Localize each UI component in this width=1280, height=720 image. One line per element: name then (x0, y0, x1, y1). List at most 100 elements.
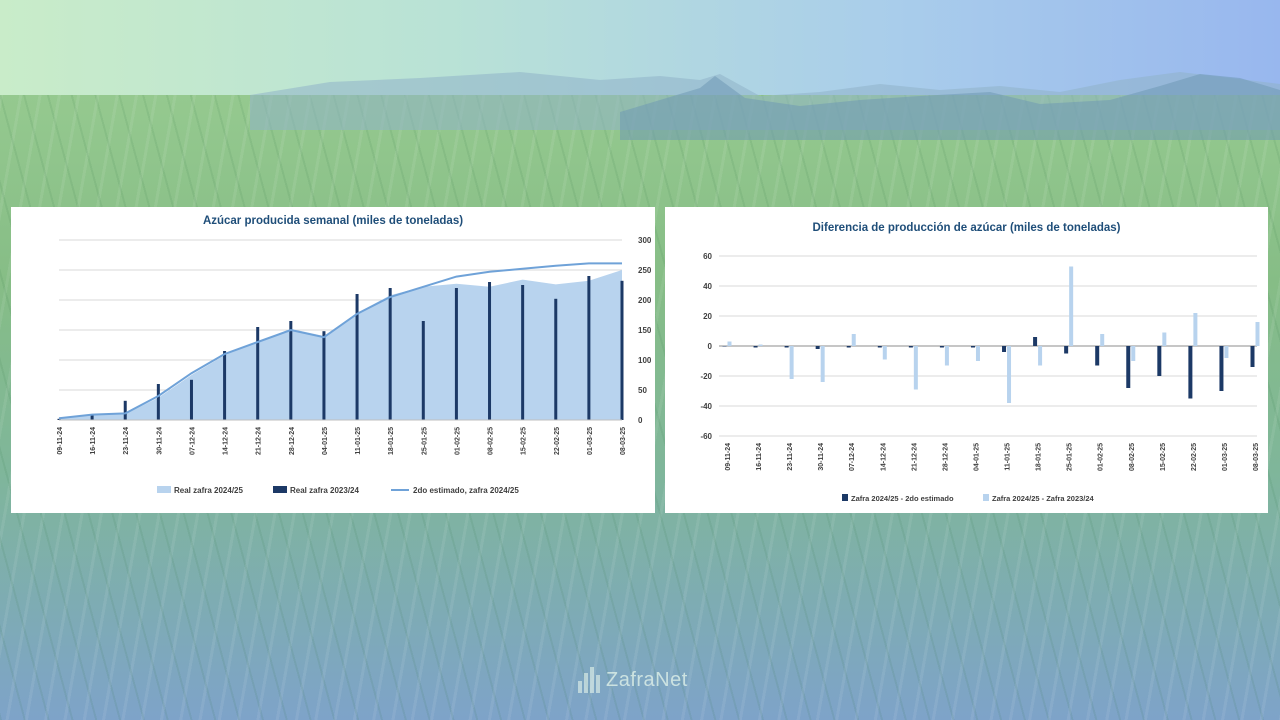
legend-label: Zafra 2024/25 - 2do estimado (851, 494, 954, 503)
x-tick-label: 01-02-25 (1098, 443, 1105, 471)
x-tick-label: 08-03-25 (1253, 443, 1260, 471)
y-tick-label: 60 (703, 252, 712, 261)
bar-diff-vs-2023-24 (1224, 346, 1229, 358)
x-tick-label: 28-12-24 (942, 443, 949, 471)
x-tick-label: 21-12-24 (911, 443, 918, 471)
bar-diff-vs-2023-24 (1007, 346, 1012, 403)
bar-real-2023-24 (620, 280, 624, 420)
x-tick-label: 07-12-24 (849, 443, 856, 471)
line-series-estimate-2024-25 (58, 262, 622, 420)
logo-icon (578, 667, 600, 693)
x-tick-label: 01-02-25 (454, 427, 461, 455)
bar-diff-vs-estimate (753, 346, 758, 348)
bar-diff-vs-estimate (1188, 346, 1193, 399)
weekly-sugar-chart: 0 50 100 150 200 250 300 09-11-24 16-11-24 23-11-… (57, 236, 652, 495)
y-tick-label: -60 (700, 432, 712, 441)
chart-title: Azúcar producida semanal (miles de tonel… (202, 215, 464, 227)
bar-diff-vs-2023-24 (789, 346, 794, 379)
y-tick-label: -20 (700, 372, 712, 381)
bar-diff-vs-estimate (1126, 346, 1131, 388)
y-tick-label: 50 (638, 386, 647, 395)
bar-diff-vs-estimate (1002, 346, 1007, 352)
y-tick-label: 20 (703, 312, 712, 321)
x-tick-label: 09-11-24 (725, 443, 732, 471)
bar-diff-vs-estimate (1250, 346, 1255, 367)
bar-diff-vs-2023-24 (1100, 334, 1105, 346)
bar-real-2023-24 (488, 282, 492, 420)
bar-real-2023-24 (554, 298, 558, 420)
legend-swatch (842, 494, 848, 501)
bar-diff-vs-estimate (784, 346, 789, 348)
bar-diff-vs-estimate (815, 346, 820, 349)
bar-diff-vs-estimate (1219, 346, 1224, 391)
y-tick-label: 200 (638, 296, 652, 305)
bar-real-2023-24 (123, 400, 127, 420)
weekly-sugar-chart-panel: Azúcar producida semanal (miles de tonel… (11, 207, 655, 513)
bar-real-2023-24 (388, 288, 392, 420)
bar-real-2023-24 (223, 351, 227, 420)
bar-diff-vs-estimate (846, 346, 851, 348)
difference-chart-panel: Diferencia de producción de azúcar (mile… (665, 207, 1268, 513)
bar-diff-vs-2023-24 (1162, 332, 1167, 346)
bar-diff-vs-2023-24 (1038, 346, 1043, 366)
bar-real-2023-24 (421, 321, 425, 420)
x-tick-label: 04-01-25 (973, 443, 980, 471)
x-tick-label: 15-02-25 (1160, 443, 1167, 471)
x-tick-label: 08-03-25 (620, 427, 627, 455)
y-tick-label: 0 (638, 416, 643, 425)
zafranet-logo: ZafraNet (578, 665, 688, 695)
legend-swatch (157, 486, 171, 493)
legend-label: Real zafra 2024/25 (174, 486, 243, 495)
y-tick-label: 0 (708, 342, 713, 351)
bar-real-2023-24 (256, 327, 260, 420)
x-tick-label: 14-12-24 (223, 427, 230, 455)
bar-real-2023-24 (90, 415, 94, 420)
x-tick-label: 18-01-25 (388, 427, 395, 455)
bar-diff-vs-2023-24 (1255, 322, 1260, 346)
bar-real-2023-24 (355, 294, 359, 420)
x-tick-label: 21-12-24 (256, 427, 263, 455)
legend-swatch (273, 486, 287, 493)
bar-diff-vs-2023-24 (1069, 266, 1074, 346)
legend-label: Zafra 2024/25 - Zafra 2023/24 (992, 494, 1095, 503)
x-tick-label: 30-11-24 (156, 427, 163, 455)
bar-diff-vs-2023-24 (758, 344, 763, 346)
x-tick-label: 23-11-24 (787, 443, 794, 471)
bar-diff-vs-estimate (939, 346, 944, 348)
x-tick-label: 22-02-25 (554, 427, 561, 455)
y-tick-label: 150 (638, 326, 652, 335)
x-tick-label: 22-02-25 (1191, 443, 1198, 471)
bar-diff-vs-estimate (908, 346, 913, 348)
y-tick-label: 40 (703, 282, 712, 291)
x-tick-label: 09-11-24 (57, 427, 64, 455)
bar-diff-vs-estimate (1033, 337, 1038, 346)
x-tick-label: 25-01-25 (1067, 443, 1074, 471)
y-tick-label: -40 (700, 402, 712, 411)
bar-real-2023-24 (57, 418, 61, 420)
bar-diff-vs-2023-24 (913, 346, 918, 390)
x-tick-label: 30-11-24 (818, 443, 825, 471)
legend-swatch (983, 494, 989, 501)
bar-diff-vs-2023-24 (820, 346, 825, 382)
bar-diff-vs-estimate (1064, 346, 1069, 354)
legend-label: 2do estimado, zafra 2024/25 (413, 486, 519, 495)
bar-real-2023-24 (521, 285, 525, 420)
difference-chart: 60 40 20 0 -20 -40 -60 09-11-24 16-11-24 23-11-24… (700, 252, 1260, 503)
x-tick-label: 11-01-25 (1005, 443, 1012, 471)
bar-diff-vs-estimate (722, 346, 727, 347)
bar-diff-vs-estimate (1157, 346, 1162, 376)
x-tick-label: 08-02-25 (1129, 443, 1136, 471)
bar-diff-vs-2023-24 (882, 346, 887, 360)
x-tick-label: 11-01-25 (355, 427, 362, 455)
legend-label: Real zafra 2023/24 (290, 486, 359, 495)
x-tick-label: 07-12-24 (189, 427, 196, 455)
bar-diff-vs-estimate (970, 346, 975, 348)
x-tick-label: 08-02-25 (488, 427, 495, 455)
x-tick-label: 15-02-25 (521, 427, 528, 455)
bar-real-2023-24 (587, 276, 591, 420)
x-tick-label: 16-11-24 (90, 427, 97, 455)
bar-diff-vs-2023-24 (975, 346, 980, 361)
x-tick-label: 16-11-24 (756, 443, 763, 471)
bar-diff-vs-2023-24 (944, 346, 949, 366)
